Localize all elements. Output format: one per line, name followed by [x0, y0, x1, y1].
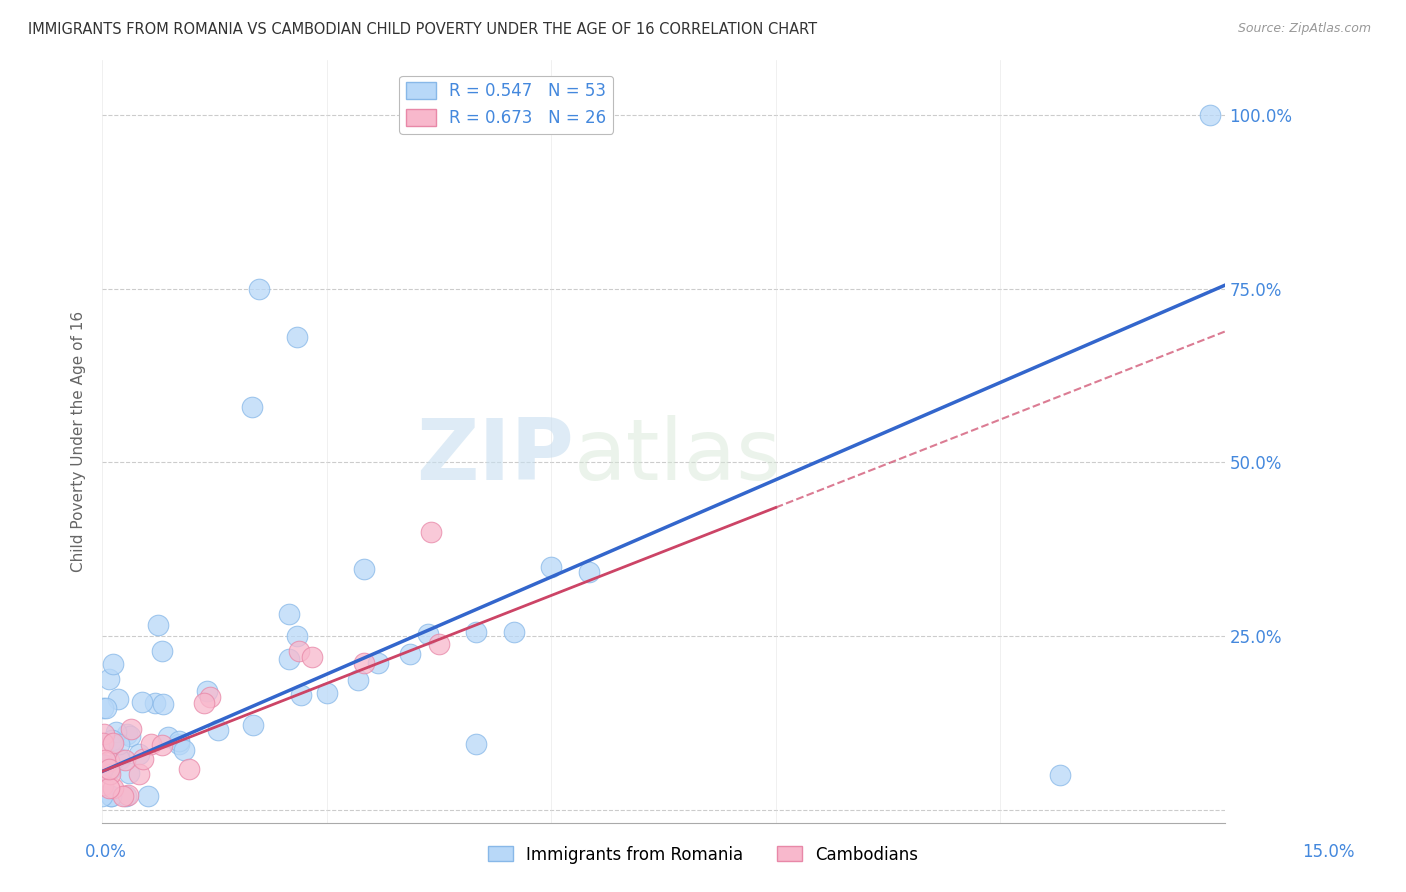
Text: IMMIGRANTS FROM ROMANIA VS CAMBODIAN CHILD POVERTY UNDER THE AGE OF 16 CORRELATI: IMMIGRANTS FROM ROMANIA VS CAMBODIAN CHI… — [28, 22, 817, 37]
Point — [139, 737, 162, 751]
Point — [193, 696, 215, 710]
Point — [150, 644, 173, 658]
Point — [94, 700, 117, 714]
Point — [247, 282, 270, 296]
Y-axis label: Child Poverty Under the Age of 16: Child Poverty Under the Age of 16 — [72, 311, 86, 572]
Point — [110, 752, 132, 766]
Text: 0.0%: 0.0% — [84, 843, 127, 861]
Legend: Immigrants from Romania, Cambodians: Immigrants from Romania, Cambodians — [481, 839, 925, 871]
Point — [353, 656, 375, 670]
Point — [136, 789, 159, 803]
Point — [132, 752, 155, 766]
Point — [118, 766, 141, 780]
Point — [290, 688, 312, 702]
Point — [143, 696, 166, 710]
Point — [120, 722, 142, 736]
Point — [115, 727, 138, 741]
Point — [98, 763, 121, 777]
Point — [240, 400, 263, 414]
Point — [118, 729, 141, 743]
Text: atlas: atlas — [574, 416, 782, 499]
Point — [91, 778, 114, 792]
Point — [301, 649, 323, 664]
Point — [94, 753, 117, 767]
Text: 15.0%: 15.0% — [1302, 843, 1355, 861]
Point — [173, 743, 195, 757]
Point — [427, 637, 450, 651]
Point — [167, 734, 190, 748]
Point — [1049, 768, 1071, 782]
Point — [103, 780, 125, 795]
Point — [353, 562, 375, 576]
Point — [288, 643, 311, 657]
Point — [146, 618, 169, 632]
Point — [169, 737, 191, 751]
Point — [502, 624, 524, 639]
Point — [278, 652, 301, 666]
Point — [101, 657, 124, 672]
Point — [277, 607, 299, 622]
Legend: R = 0.547   N = 53, R = 0.673   N = 26: R = 0.547 N = 53, R = 0.673 N = 26 — [399, 76, 613, 134]
Point — [399, 647, 422, 661]
Point — [367, 656, 389, 670]
Point — [97, 762, 120, 776]
Point — [91, 757, 114, 772]
Point — [115, 789, 138, 803]
Point — [94, 757, 117, 772]
Point — [578, 565, 600, 579]
Point — [91, 789, 114, 803]
Point — [177, 763, 200, 777]
Point — [98, 767, 121, 781]
Point — [108, 737, 131, 751]
Point — [101, 733, 124, 747]
Point — [112, 789, 135, 803]
Point — [198, 690, 221, 705]
Point — [346, 673, 368, 687]
Point — [91, 701, 114, 715]
Point — [117, 788, 139, 802]
Point — [107, 692, 129, 706]
Point — [418, 627, 440, 641]
Point — [98, 754, 121, 768]
Point — [97, 780, 120, 795]
Text: ZIP: ZIP — [416, 416, 574, 499]
Point — [465, 625, 488, 640]
Point — [157, 730, 180, 744]
Point — [420, 524, 443, 539]
Point — [285, 330, 308, 344]
Point — [98, 673, 121, 687]
Point — [207, 723, 229, 737]
Point — [195, 683, 218, 698]
Point — [91, 764, 114, 779]
Text: Source: ZipAtlas.com: Source: ZipAtlas.com — [1237, 22, 1371, 36]
Point — [100, 789, 122, 803]
Point — [93, 727, 115, 741]
Point — [128, 767, 150, 781]
Point — [152, 698, 174, 712]
Point — [152, 738, 174, 752]
Point — [540, 559, 562, 574]
Point — [128, 747, 150, 761]
Point — [100, 789, 122, 803]
Point — [1198, 108, 1220, 122]
Point — [131, 695, 153, 709]
Point — [91, 763, 114, 777]
Point — [465, 737, 488, 751]
Point — [93, 736, 115, 750]
Point — [105, 725, 128, 739]
Point — [285, 629, 308, 643]
Point — [101, 736, 124, 750]
Point — [114, 753, 136, 767]
Point — [242, 718, 264, 732]
Point — [107, 752, 129, 766]
Point — [315, 686, 337, 700]
